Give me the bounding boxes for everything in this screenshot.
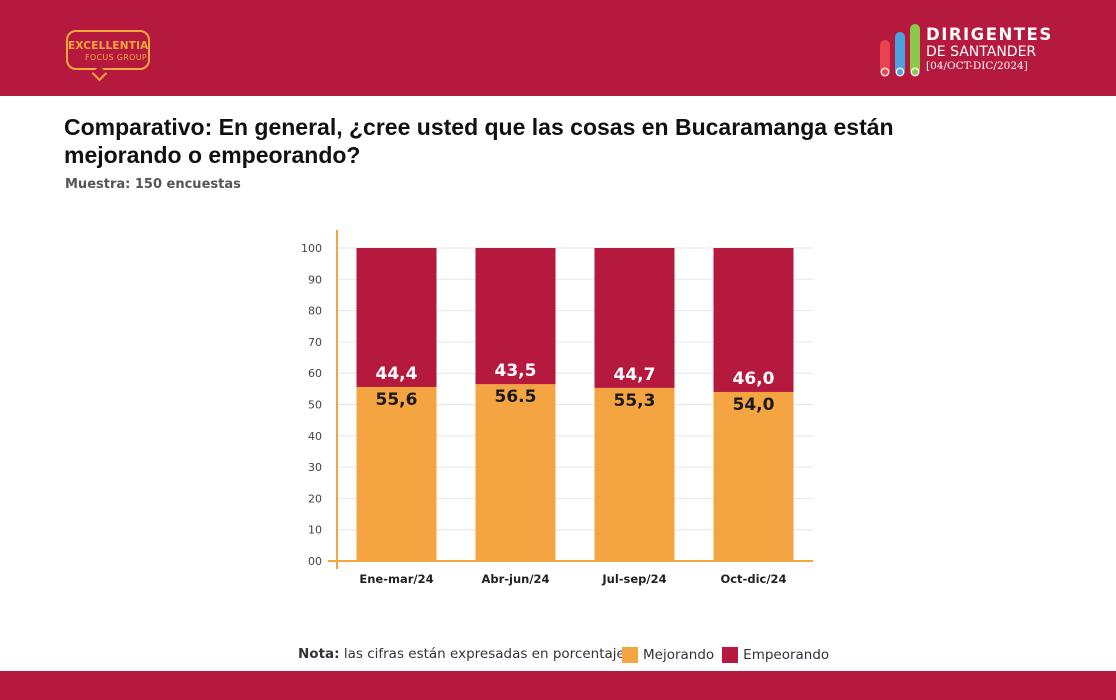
axes: 00 10 20 30 40 50 60 70 80 90 100 Ene-mar/24 Abr-jun… [301,230,813,586]
sample-size: Muestra: 150 encuestas [65,177,241,192]
x-tick-label: Jul-sep/24 [601,572,666,586]
data-label-empeorando: 43,5 [495,361,537,381]
header-band [0,0,1116,96]
x-tick-label: Ene-mar/24 [359,572,433,586]
logo-title: DIRIGENTES [926,25,1053,44]
data-label-mejorando: 54,0 [733,395,775,415]
logo-period: [04/OCT-DIC/2024] [926,60,1028,72]
y-tick-label: 00 [308,555,322,568]
data-label-mejorando: 56.5 [495,387,537,407]
y-tick-label: 70 [308,336,322,349]
bar-segment-empeorando [356,248,437,387]
bar-segment-empeorando [594,248,675,388]
speech-bubble-icon [66,30,150,70]
logo-subtitle-santander: DE SANTANDER [926,44,1037,60]
dirigentes-logo: DIRIGENTES DE SANTANDER [04/OCT-DIC/2024… [872,20,1072,80]
footer-note: Nota: las cifras están expresadas en por… [298,646,625,662]
x-tick-label: Abr-jun/24 [481,572,549,586]
data-label-empeorando: 44,4 [376,364,418,384]
data-label-mejorando: 55,6 [376,390,418,410]
bar-pencils-icon [880,24,920,77]
y-tick-label: 90 [308,273,322,286]
footer-band [0,671,1116,700]
page-title: Comparativo: En general, ¿cree usted que… [64,114,894,168]
logo-subtitle: FOCUS GROUP [85,53,147,62]
note-text: las cifras están expresadas en porcentaj… [343,646,625,662]
y-tick-label: 20 [308,492,322,505]
bar-segment-mejorando [594,387,675,561]
logo-wordmark: EXCELLENTIA [68,40,149,52]
legend-label-empeorando: Empeorando [743,647,830,663]
excellentia-logo: EXCELLENTIA FOCUS GROUP [64,28,160,82]
bar-segment-empeorando [713,248,794,392]
bars [356,248,794,561]
bar-segment-mejorando [356,386,437,561]
legend: Mejorando Empeorando [622,647,837,663]
x-tick-label: Oct-dic/24 [720,572,786,586]
y-tick-label: 80 [308,305,322,318]
bar-segment-mejorando [713,391,794,561]
legend-swatch-empeorando [722,647,739,663]
y-tick-label: 60 [308,367,322,380]
data-label-empeorando: 44,7 [614,365,656,385]
y-tick-label: 50 [308,399,322,412]
bar-segment-mejorando [475,384,556,561]
note-label: Nota: [298,646,340,662]
y-tick-label: 40 [308,430,322,443]
y-tick-label: 10 [308,524,322,537]
data-label-empeorando: 46,0 [733,369,775,389]
y-tick-label: 100 [301,242,322,255]
y-tick-label: 30 [308,461,322,474]
bar-segment-empeorando [475,248,556,385]
legend-label-mejorando: Mejorando [643,647,715,663]
data-label-mejorando: 55,3 [614,391,656,411]
legend-swatch-mejorando [622,647,638,663]
data-labels: 55,6 44,4 56.5 43,5 55,3 44,7 54,0 46,0 [376,361,775,415]
